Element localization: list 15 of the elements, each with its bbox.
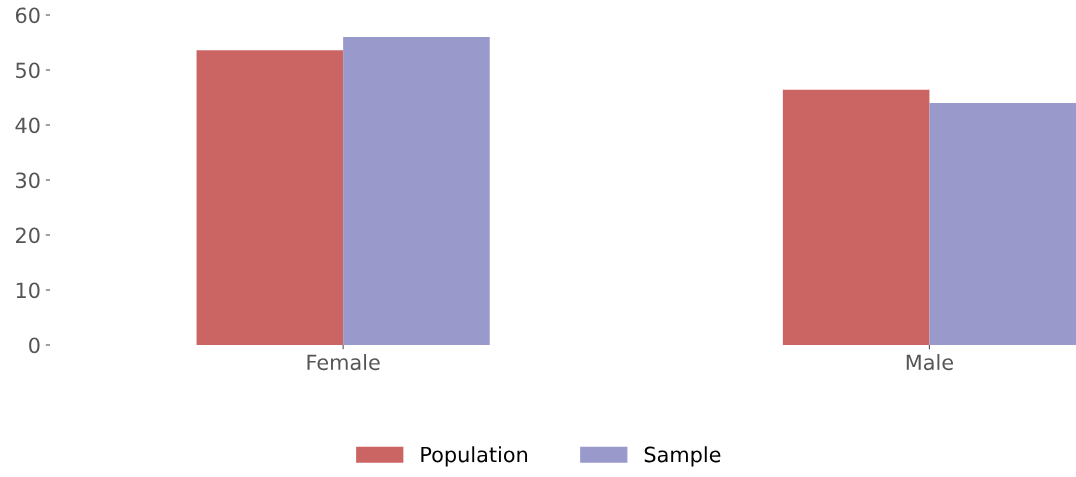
y-tick-label: 0 (29, 337, 40, 354)
x-tick-label: Female (307, 354, 380, 371)
y-tick-label: 40 (15, 117, 40, 134)
y-tick-label: 10 (16, 282, 40, 299)
bar (929, 103, 1076, 345)
bar (343, 37, 490, 345)
x-tick-label: Male (906, 354, 953, 371)
bar (782, 89, 930, 345)
legend-label: Sample (644, 446, 721, 467)
y-tick-label: 60 (15, 7, 40, 24)
y-tick-label: 50 (16, 62, 40, 79)
y-tick-label: 30 (16, 172, 40, 189)
y-tick-label: 20 (15, 227, 40, 244)
legend-label: Population (421, 446, 528, 467)
bar (196, 50, 344, 345)
